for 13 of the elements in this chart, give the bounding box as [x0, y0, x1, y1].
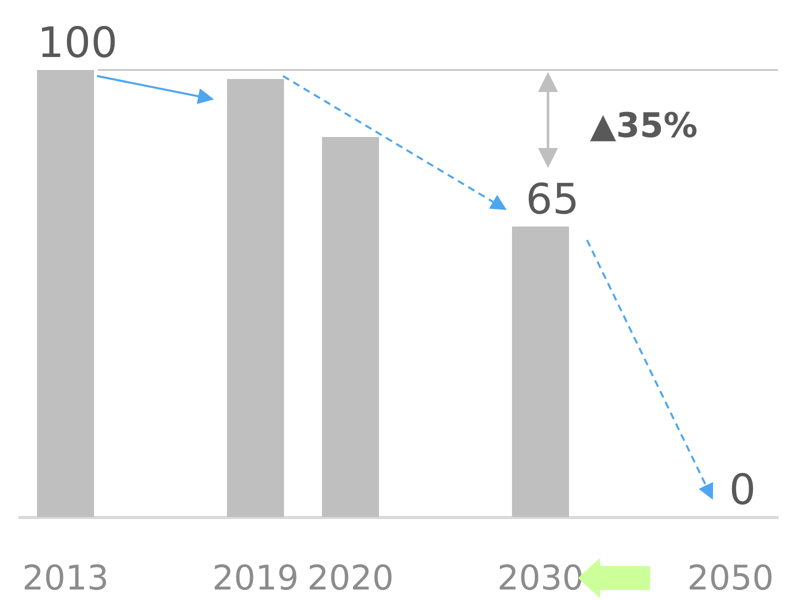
- x-tick-label: 2019: [212, 558, 299, 598]
- x-tick-label: 2050: [687, 558, 774, 598]
- data-label: 100: [37, 18, 118, 67]
- x-tick-label: 2013: [22, 558, 109, 598]
- annotation: ▲35%: [590, 106, 698, 146]
- data-label: 0: [729, 465, 756, 514]
- x-tick-label: 2030: [497, 558, 584, 598]
- bar: [37, 70, 94, 517]
- bar: [227, 78, 284, 517]
- x-tick-label: 2020: [307, 558, 394, 598]
- bar: [512, 226, 569, 517]
- bar: [322, 137, 379, 517]
- data-label: 65: [526, 174, 580, 224]
